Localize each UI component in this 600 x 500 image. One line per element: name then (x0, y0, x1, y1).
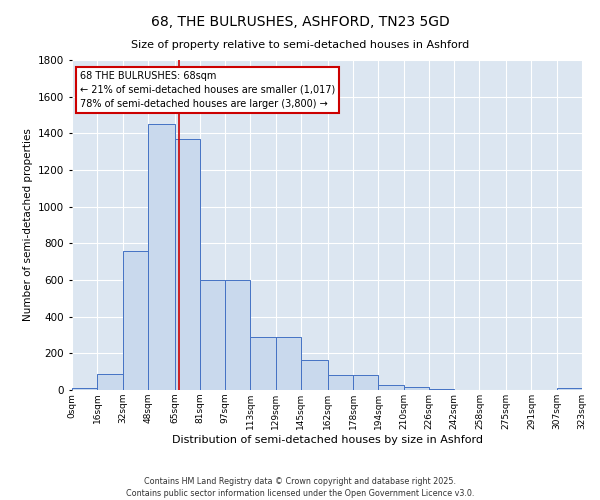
Bar (328, 376, 353, 390)
Bar (301, 360, 328, 390)
Bar (72, 388, 97, 390)
Bar (379, 386, 404, 390)
Bar (557, 388, 582, 390)
Bar (97, 374, 122, 390)
Text: Contains HM Land Registry data © Crown copyright and database right 2025.
Contai: Contains HM Land Registry data © Crown c… (126, 476, 474, 498)
Bar (225, 280, 250, 390)
Bar (353, 376, 379, 390)
Text: Size of property relative to semi-detached houses in Ashford: Size of property relative to semi-detach… (131, 40, 469, 50)
Bar (175, 139, 200, 390)
Bar (404, 387, 429, 390)
Text: 68, THE BULRUSHES, ASHFORD, TN23 5GD: 68, THE BULRUSHES, ASHFORD, TN23 5GD (151, 15, 449, 29)
Bar (122, 250, 148, 390)
X-axis label: Distribution of semi-detached houses by size in Ashford: Distribution of semi-detached houses by … (172, 434, 482, 444)
Bar (250, 337, 275, 390)
Text: 68 THE BULRUSHES: 68sqm
← 21% of semi-detached houses are smaller (1,017)
78% of: 68 THE BULRUSHES: 68sqm ← 21% of semi-de… (80, 71, 335, 109)
Bar (200, 280, 225, 390)
Y-axis label: Number of semi-detached properties: Number of semi-detached properties (23, 128, 32, 322)
Bar (275, 337, 301, 390)
Bar (429, 389, 454, 390)
Bar (148, 124, 175, 390)
